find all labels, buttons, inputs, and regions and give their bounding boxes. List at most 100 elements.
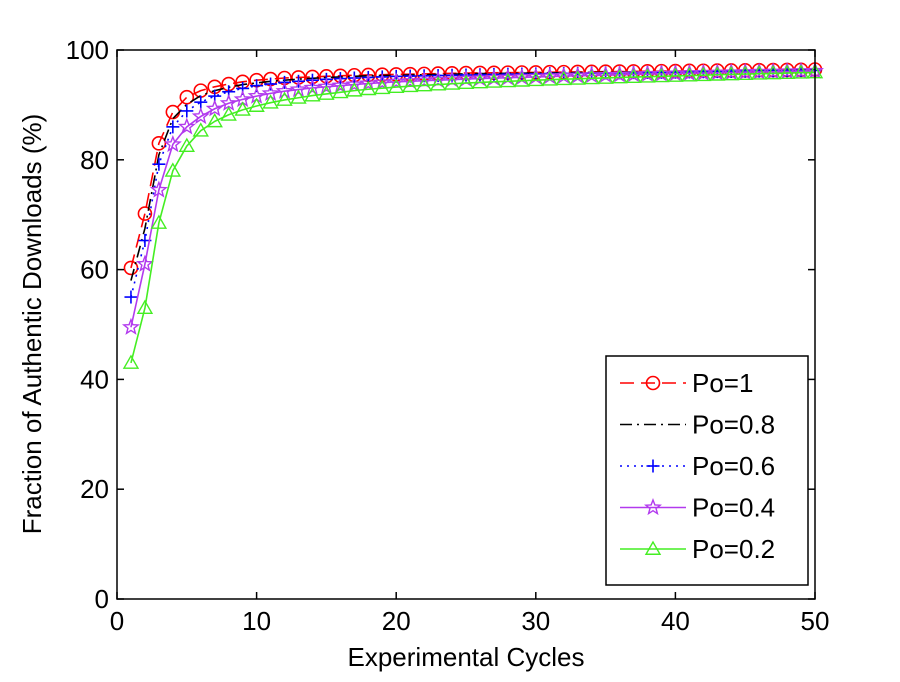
data-point-Po=0.4-22 [415,71,434,89]
data-point-Po=0.4-4 [163,134,182,153]
data-point-Po=0.2-44 [723,65,740,81]
data-point-Po=0.2-46 [750,65,768,80]
data-point-Po=0.2-43 [709,66,726,81]
series-Po=0.2 [122,63,824,369]
data-point-Po=0.4-48 [778,62,797,80]
legend-marker-Po=1 [645,375,661,391]
legend-label-Po=0.2: Po=0.2 [692,534,775,564]
data-point-Po=0.4-15 [317,77,336,95]
data-point-Po=0.4-42 [694,63,713,81]
data-point-Po=0.2-8 [220,106,237,121]
y-tick-label-0: 0 [95,584,109,614]
data-point-Po=0.2-10 [248,97,265,112]
data-point-Po=0.4-21 [401,71,420,89]
data-point-Po=0.2-25 [457,74,475,89]
data-point-Po=0.2-13 [290,89,307,104]
data-point-Po=0.2-31 [541,71,558,86]
data-point-Po=0.4-6 [191,106,210,125]
data-point-Po=0.4-14 [303,78,322,96]
data-point-Po=0.6-1 [124,290,138,304]
data-point-Po=1-3 [151,136,167,151]
legend-label-Po=0.6: Po=0.6 [692,451,775,481]
data-point-Po=0.2-15 [318,85,335,100]
data-point-Po=0.4-46 [750,62,769,80]
legend-label-Po=1: Po=1 [692,368,753,398]
data-point-Po=1-2 [137,206,153,221]
y-tick-label-40: 40 [80,364,109,394]
data-point-Po=0.2-37 [625,68,642,84]
x-tick-label-0: 0 [110,606,124,636]
legend-entry-Po=1: Po=1 [620,368,753,398]
x-tick-label-50: 50 [801,606,830,636]
data-point-Po=0.2-29 [513,72,531,87]
data-point-Po=0.6-3 [152,157,166,171]
data-point-Po=0.4-1 [121,317,140,335]
data-point-Po=0.2-1 [122,354,140,369]
data-point-Po=0.4-19 [373,73,392,91]
x-tick-label-30: 30 [521,606,550,636]
legend-entry-Po=0.8: Po=0.8 [620,410,775,440]
data-point-Po=0.2-4 [164,162,182,177]
axis-ticks [116,49,816,600]
data-point-Po=0.2-18 [360,80,377,96]
data-point-Po=0.2-28 [499,72,517,88]
data-point-Po=0.4-2 [135,254,154,272]
y-tick-label-60: 60 [80,255,109,285]
data-point-Po=1-5 [179,89,195,105]
data-point-Po=0.2-30 [527,71,545,87]
data-point-Po=0.4-18 [359,74,378,92]
data-point-Po=0.2-3 [150,214,168,229]
data-point-Po=0.2-41 [681,67,698,82]
data-point-Po=0.2-23 [429,76,447,91]
x-tick-label-20: 20 [382,606,411,636]
data-point-Po=0.2-34 [583,69,600,85]
data-point-Po=0.4-47 [764,62,783,80]
data-point-Po=0.2-24 [443,75,461,90]
data-point-Po=0.2-33 [569,70,586,85]
data-point-Po=0.6-6 [194,95,208,109]
data-point-Po=0.4-23 [429,70,448,88]
data-point-Po=0.4-41 [680,63,699,81]
data-point-Po=0.2-2 [136,299,154,314]
data-point-Po=0.2-36 [611,69,628,84]
data-point-Po=0.2-39 [653,67,670,83]
data-point-Po=0.4-24 [443,70,462,88]
series-layer [121,61,824,369]
data-point-Po=0.2-47 [764,64,782,80]
data-point-Po=0.4-3 [149,180,168,198]
axis-tick-labels: 0 10 20 30 40 50 0 20 40 60 80 100 [66,35,830,636]
data-point-Po=0.4-13 [289,80,308,98]
legend-entry-Po=0.2: Po=0.2 [620,534,775,564]
y-tick-label-80: 80 [80,145,109,175]
data-point-Po=0.2-22 [415,76,433,92]
data-point-Po=0.2-49 [792,64,810,79]
data-point-Po=0.2-6 [192,122,209,137]
legend-box [605,355,809,586]
data-point-Po=0.6-5 [180,104,194,118]
data-point-Po=0.2-5 [178,137,196,153]
legend-entries: Po=1 Po=0.8 Po=0.6 Po=0.4 Po=0.2 [620,368,775,564]
data-point-Po=0.2-35 [597,69,614,84]
data-point-Po=0.2-26 [471,73,489,89]
legend: Po=1 Po=0.8 Po=0.6 Po=0.4 Po=0.2 [605,355,809,586]
data-point-Po=0.2-19 [374,79,391,95]
data-point-Po=0.4-44 [722,63,741,81]
data-point-Po=0.4-12 [275,81,294,99]
data-point-Po=0.2-40 [667,67,684,82]
data-point-Po=0.4-40 [666,64,685,82]
data-point-Po=0.4-17 [345,75,364,93]
data-point-Po=0.4-43 [708,63,727,81]
data-point-Po=0.2-14 [304,87,321,102]
data-point-Po=0.2-42 [695,66,712,82]
data-point-Po=0.2-17 [346,82,363,97]
y-axis-label: Fraction of Authentic Downloads (%) [17,114,47,535]
plot-frame [116,49,816,600]
data-point-Po=0.2-9 [234,101,251,116]
data-point-Po=0.4-7 [205,99,224,117]
data-point-Po=0.2-21 [401,77,419,93]
legend-label-Po=0.8: Po=0.8 [692,410,775,440]
legend-marker-Po=0.2 [644,540,662,555]
x-axis-label: Experimental Cycles [348,642,585,672]
